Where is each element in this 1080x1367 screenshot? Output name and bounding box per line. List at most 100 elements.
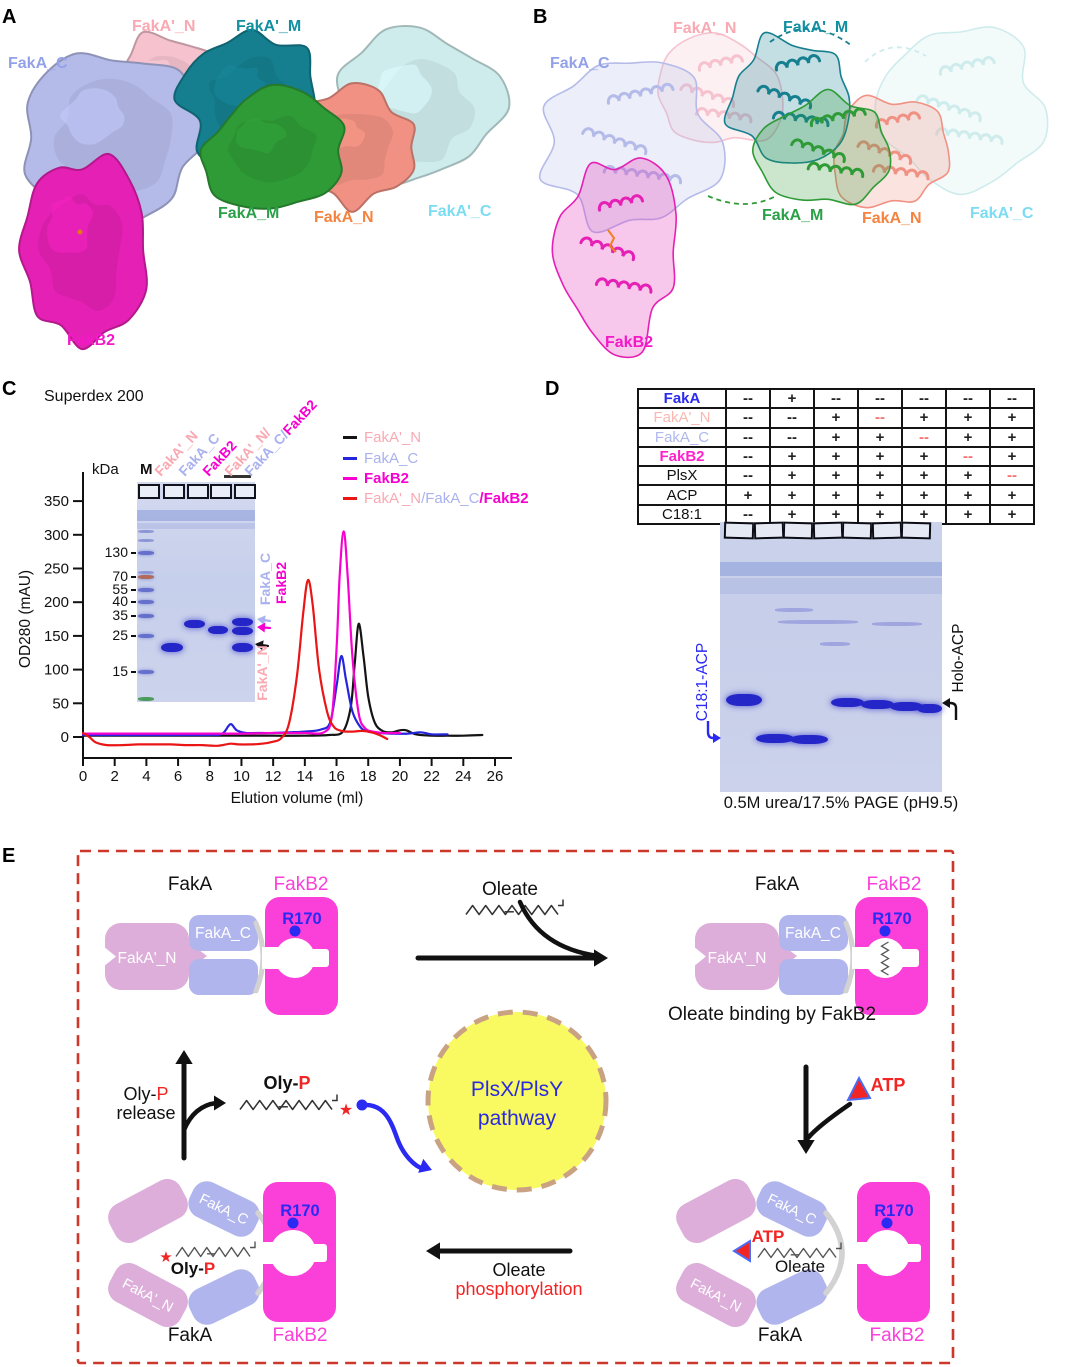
disordered-loop-green (707, 195, 777, 205)
ladder-band (138, 614, 154, 618)
faka-label-tl: FakA (168, 874, 213, 895)
fakb2-pocket-notch (899, 949, 919, 967)
x-tick-label: 26 (487, 768, 504, 785)
helix-coil (874, 111, 922, 129)
gel-well (234, 484, 256, 499)
fakb2-binding-pocket (275, 938, 315, 978)
panel-a-surface-structure (18, 25, 511, 351)
helix-coil (790, 138, 846, 164)
fakan-band-arrow-head (255, 640, 264, 651)
olyp-product-label: Oly-P (171, 1259, 215, 1278)
panel-b-label-fakb2: FakB2 (605, 334, 654, 351)
x-tick-label: 8 (206, 768, 214, 785)
fakb2-label-tl: FakB2 (274, 874, 329, 895)
table-cell: + (990, 427, 1034, 447)
carboxyl-end (836, 1242, 842, 1250)
helix-coil (806, 161, 865, 179)
x-tick-label: 14 (297, 768, 314, 785)
panel-e-model-schematic: FakA'_N FakA_C R170 FakA FakB2 FakA'_N FakA_C R… (76, 849, 955, 1365)
fakan-lobe-top (676, 1178, 756, 1244)
helix-coil (756, 84, 813, 110)
lane-group-bar (224, 475, 251, 478)
panel-d-holo-acp-label: Holo-ACP (950, 623, 967, 693)
surface-highlight-fakb2 (47, 195, 93, 253)
table-cell: + (902, 466, 946, 486)
oleate-label-br: Oleate (775, 1257, 825, 1276)
x-tick-label: 18 (360, 768, 377, 785)
ligand-stick (607, 229, 617, 253)
legend-text: FakA'_N (364, 429, 422, 446)
ladder-band-minor (138, 539, 154, 542)
legend-text: FakB2 (364, 470, 410, 487)
svg (255, 615, 272, 651)
pathway-text-line2: pathway (478, 1107, 557, 1130)
panel-d: FakA -- + -- -- -- -- -- FakA'_N -- -- + -- + + + FakA_C… (540, 375, 1080, 815)
table-cell: + (770, 485, 814, 505)
panel-b-label-fakap_c: FakA'_C (970, 205, 1034, 222)
fakac-text: FakA_C (785, 925, 841, 942)
protein-band (232, 618, 253, 626)
fakb2-binding-pocket (270, 1230, 316, 1276)
faka-label-bl: FakA (168, 1325, 213, 1346)
cartoon-fakap_n (657, 31, 784, 144)
fakan-text: FakA'_N (708, 950, 767, 967)
ladder-band (138, 551, 154, 555)
ladder-dash (131, 601, 136, 603)
ladder-dash (131, 576, 136, 578)
gel-smear (137, 510, 255, 521)
table-cell: + (946, 408, 990, 428)
ladder-band (138, 634, 154, 638)
y-tick-label: 300 (44, 527, 69, 544)
table-cell: -- (726, 446, 770, 467)
x-tick-label: 20 (392, 768, 409, 785)
fakb2-binding-pocket (865, 938, 905, 978)
table-cell: + (946, 466, 990, 486)
table-cell: -- (726, 466, 770, 486)
r170-label: R170 (282, 910, 321, 928)
table-cell: -- (726, 408, 770, 428)
gel-well (210, 484, 232, 499)
acp-band (790, 735, 828, 744)
table-cell: + (726, 485, 770, 505)
acp-band (861, 700, 894, 709)
y-tick-label: 150 (44, 628, 69, 645)
panel-d-caption: 0.5M urea/17.5% PAGE (pH9.5) (723, 794, 959, 812)
table-cell: -- (726, 427, 770, 447)
fakb2-pocket-notch (309, 949, 329, 967)
legend-dash (343, 477, 357, 480)
y-tick-label: 0 (61, 729, 69, 746)
table-cell: + (858, 485, 902, 505)
gel-well (163, 484, 185, 499)
table-cell: + (946, 427, 990, 447)
free-olyp-label: Oly-P (263, 1073, 310, 1093)
faka-label-br: FakA (758, 1325, 803, 1346)
y-tick-label: 250 (44, 561, 69, 578)
fakb2-label-tr: FakB2 (867, 874, 922, 895)
panel-b-label-faka_n: FakA_N (862, 210, 922, 227)
ladder-dash (131, 589, 136, 591)
table-cell: -- (770, 427, 814, 447)
oleate-chain-br (757, 1247, 837, 1259)
surface-highlight-faka_m (236, 119, 287, 154)
table-cell: + (902, 485, 946, 505)
panel-d-annotations (706, 698, 958, 743)
y-tick-label: 100 (44, 662, 69, 679)
cartoon-faka_c (538, 61, 726, 234)
gel-kda-label: kDa (92, 461, 119, 478)
pathway-text-line1: PlsX/PlsY (471, 1078, 563, 1101)
legend-dash (343, 457, 357, 460)
table-cell: -- (814, 389, 858, 409)
gel-smear (720, 562, 942, 576)
helix-coil (856, 140, 913, 165)
binding-step-arrow-head (594, 949, 608, 967)
panel-a-label-fakap_m: FakA'_M (236, 18, 302, 35)
phosphorylation-step-arrow-head (426, 1242, 440, 1260)
acp-band (917, 704, 942, 713)
ladder-value: 40 (112, 593, 128, 609)
pathway-circle (425, 1009, 609, 1193)
fakb2-pocket-notch (307, 1244, 327, 1262)
table-cell: + (902, 446, 946, 467)
fakac-lobe-bottom (756, 1269, 828, 1325)
